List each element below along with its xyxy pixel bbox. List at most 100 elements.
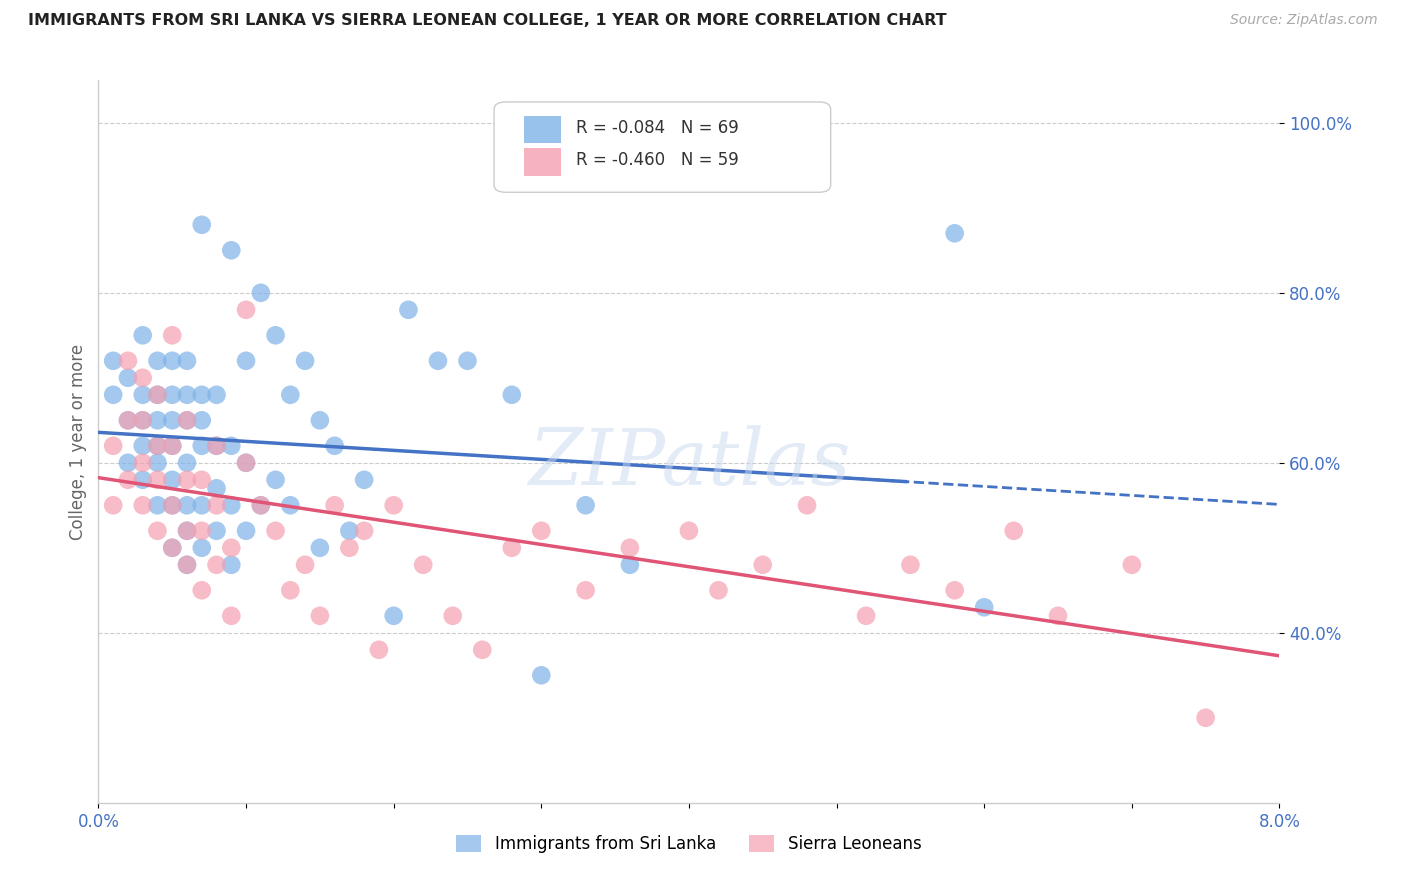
Point: [117, 413, 139, 427]
Point: [353, 524, 375, 538]
Point: [162, 473, 183, 487]
Point: [176, 558, 198, 572]
Point: [132, 371, 155, 385]
Legend: Immigrants from Sri Lanka, Sierra Leoneans: Immigrants from Sri Lanka, Sierra Leonea…: [450, 828, 928, 860]
Point: [398, 302, 420, 317]
Point: [117, 473, 139, 487]
Point: [205, 481, 228, 495]
FancyBboxPatch shape: [494, 102, 831, 193]
Point: [221, 439, 243, 453]
Point: [235, 456, 257, 470]
Point: [382, 608, 405, 623]
Point: [162, 498, 183, 512]
Text: R = -0.460   N = 59: R = -0.460 N = 59: [575, 152, 738, 169]
Point: [235, 302, 257, 317]
Point: [191, 218, 214, 232]
Point: [146, 413, 169, 427]
Point: [280, 498, 302, 512]
Point: [132, 413, 155, 427]
Point: [162, 541, 183, 555]
Point: [221, 608, 243, 623]
Point: [176, 498, 198, 512]
Point: [132, 473, 155, 487]
Point: [250, 285, 273, 300]
Point: [973, 600, 995, 615]
Point: [280, 388, 302, 402]
Point: [309, 413, 332, 427]
Point: [457, 353, 479, 368]
Point: [132, 439, 155, 453]
Point: [221, 541, 243, 555]
Point: [221, 498, 243, 512]
Point: [191, 583, 214, 598]
Point: [412, 558, 434, 572]
Point: [250, 498, 273, 512]
Point: [205, 439, 228, 453]
Point: [250, 498, 273, 512]
Point: [176, 558, 198, 572]
Point: [294, 353, 316, 368]
Point: [205, 439, 228, 453]
Point: [205, 388, 228, 402]
Point: [191, 473, 214, 487]
Point: [678, 524, 700, 538]
Point: [943, 583, 966, 598]
Point: [132, 328, 155, 343]
Point: [264, 524, 287, 538]
Point: [117, 413, 139, 427]
Point: [176, 524, 198, 538]
Point: [752, 558, 775, 572]
Bar: [523, 116, 561, 143]
Point: [176, 456, 198, 470]
Point: [441, 608, 464, 623]
Point: [162, 498, 183, 512]
Point: [943, 227, 966, 241]
Point: [191, 524, 214, 538]
Point: [382, 498, 405, 512]
Point: [619, 541, 641, 555]
Point: [1195, 711, 1218, 725]
Point: [264, 473, 287, 487]
Text: R = -0.084   N = 69: R = -0.084 N = 69: [575, 119, 738, 137]
Point: [575, 498, 598, 512]
Point: [191, 541, 214, 555]
Point: [146, 388, 169, 402]
Point: [471, 642, 494, 657]
Point: [176, 413, 198, 427]
Point: [132, 413, 155, 427]
Point: [162, 353, 183, 368]
Point: [146, 439, 169, 453]
Point: [132, 388, 155, 402]
Point: [575, 583, 598, 598]
Point: [1002, 524, 1025, 538]
Point: [530, 668, 553, 682]
Point: [146, 456, 169, 470]
Point: [103, 388, 125, 402]
Point: [323, 498, 346, 512]
Point: [501, 388, 523, 402]
Text: IMMIGRANTS FROM SRI LANKA VS SIERRA LEONEAN COLLEGE, 1 YEAR OR MORE CORRELATION : IMMIGRANTS FROM SRI LANKA VS SIERRA LEON…: [28, 13, 946, 29]
Point: [264, 328, 287, 343]
Point: [132, 498, 155, 512]
Point: [205, 498, 228, 512]
Point: [162, 541, 183, 555]
Point: [707, 583, 730, 598]
Point: [162, 413, 183, 427]
Y-axis label: College, 1 year or more: College, 1 year or more: [69, 343, 87, 540]
Point: [146, 353, 169, 368]
Point: [191, 498, 214, 512]
Point: [309, 608, 332, 623]
Point: [162, 439, 183, 453]
Point: [103, 353, 125, 368]
Bar: [523, 148, 561, 176]
Point: [1121, 558, 1143, 572]
Point: [191, 439, 214, 453]
Point: [117, 456, 139, 470]
Point: [176, 353, 198, 368]
Point: [162, 328, 183, 343]
Point: [900, 558, 922, 572]
Point: [309, 541, 332, 555]
Point: [339, 524, 361, 538]
Point: [162, 388, 183, 402]
Point: [146, 439, 169, 453]
